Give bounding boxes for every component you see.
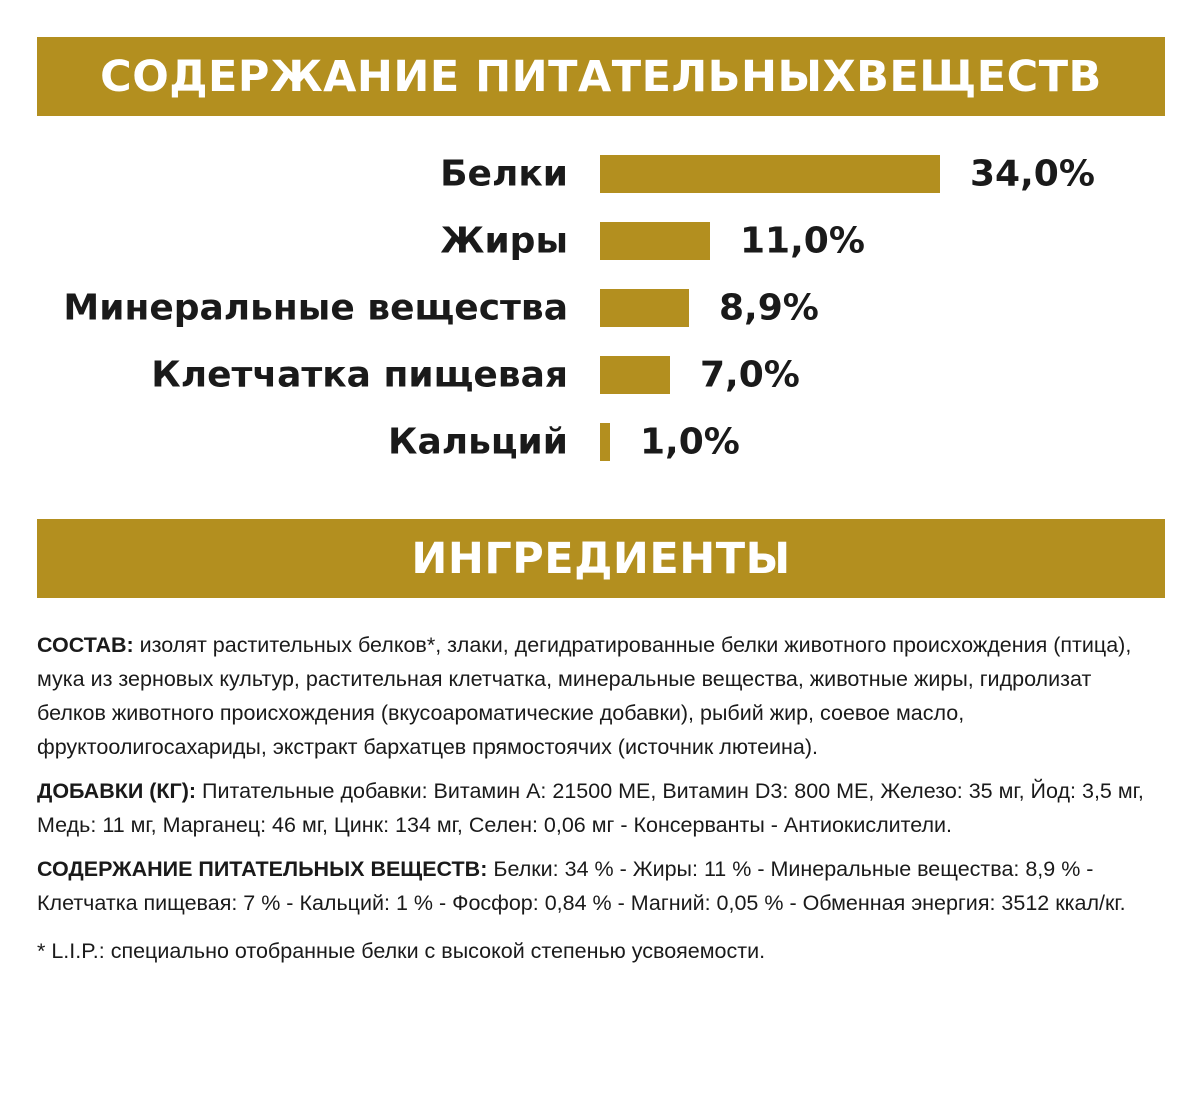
ingredients-banner: ИНГРЕДИЕНТЫ — [37, 519, 1165, 598]
footnote: * L.I.P.: специально отобранные белки с … — [37, 939, 766, 963]
category-label: Белки — [440, 154, 568, 195]
composition-paragraph: СОСТАВ: изолят растительных белков*, зла… — [37, 628, 1165, 764]
composition-text: изолят растительных белков*, злаки, деги… — [37, 633, 1132, 759]
category-label: Минеральные вещества — [63, 288, 568, 329]
category-label: Жиры — [440, 221, 568, 262]
bar — [600, 155, 940, 193]
additives-label: ДОБАВКИ (КГ): — [37, 779, 197, 803]
bar — [600, 356, 670, 394]
bar — [600, 222, 710, 260]
nutrients-banner-title: СОДЕРЖАНИЕ ПИТАТЕЛЬНЫХВЕЩЕСТВ — [100, 51, 1102, 102]
nutrients-bar-chart: Белки 34,0% Жиры 11,0% Минеральные вещества 8… — [63, 154, 1095, 463]
composition-label: СОСТАВ: — [37, 633, 134, 657]
nutrients-banner: СОДЕРЖАНИЕ ПИТАТЕЛЬНЫХВЕЩЕСТВ — [37, 37, 1165, 116]
value-label: 8,9% — [719, 288, 819, 329]
bar — [600, 423, 610, 461]
additives-paragraph: ДОБАВКИ (КГ): Питательные добавки: Витам… — [37, 774, 1165, 842]
category-label: Кальций — [388, 422, 568, 463]
nutrients-label: СОДЕРЖАНИЕ ПИТАТЕЛЬНЫХ ВЕЩЕСТВ: — [37, 857, 488, 881]
value-label: 34,0% — [970, 154, 1095, 195]
ingredients-banner-title: ИНГРЕДИЕНТЫ — [411, 533, 791, 584]
value-label: 7,0% — [700, 355, 800, 396]
value-label: 11,0% — [740, 221, 865, 262]
bar — [600, 289, 689, 327]
ingredients-section: СОСТАВ: изолят растительных белков*, зла… — [37, 628, 1165, 978]
nutrients-paragraph: СОДЕРЖАНИЕ ПИТАТЕЛЬНЫХ ВЕЩЕСТВ: Белки: 3… — [37, 852, 1165, 920]
nutrients-text: Белки: 34 % - Жиры: 11 % - Минеральные в… — [37, 857, 1126, 915]
category-label: Клетчатка пищевая — [151, 355, 568, 396]
value-label: 1,0% — [640, 422, 740, 463]
additives-text: Питательные добавки: Витамин А: 21500 МЕ… — [37, 779, 1144, 837]
